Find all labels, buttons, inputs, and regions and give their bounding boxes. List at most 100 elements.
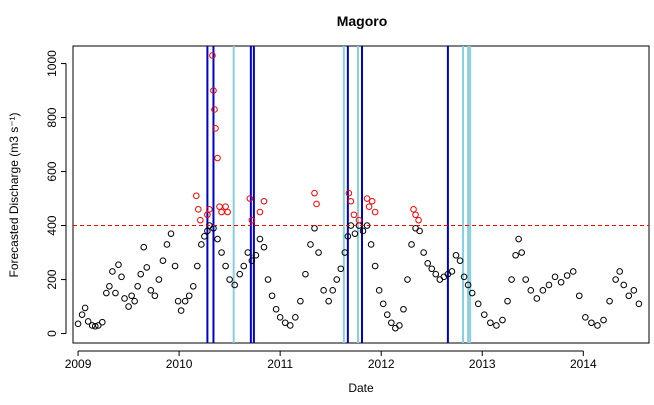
discharge-point: [388, 319, 395, 327]
discharge-point: [106, 283, 113, 290]
discharge-point: [474, 300, 482, 308]
discharge-point: [512, 251, 519, 259]
discharge-point: [575, 292, 583, 300]
discharge-point: [315, 249, 322, 256]
exceedance-point: [246, 195, 254, 202]
discharge-point: [448, 268, 456, 275]
discharge-point: [201, 233, 208, 240]
exceedance-point: [371, 208, 379, 216]
discharge-point: [103, 289, 110, 297]
y-axis-tick-label: 1000: [45, 50, 59, 77]
discharge-point: [582, 314, 589, 321]
discharge-point: [379, 300, 387, 308]
exceedance-point: [212, 125, 219, 132]
discharge-point: [396, 322, 403, 329]
discharge-point: [493, 322, 500, 329]
discharge-point: [620, 281, 628, 289]
discharge-point: [121, 295, 128, 302]
discharge-point: [74, 320, 82, 328]
discharge-point: [416, 227, 423, 235]
discharge-point: [600, 316, 607, 324]
discharge-point: [264, 276, 272, 283]
discharge-point: [504, 297, 511, 305]
exceedance-point: [350, 211, 358, 219]
data-points: [74, 52, 643, 332]
exceedance-point: [415, 216, 422, 224]
discharge-point: [515, 235, 522, 243]
discharge-point: [606, 297, 613, 305]
discharge-point: [151, 292, 159, 300]
discharge-point: [440, 273, 448, 281]
discharge-point: [260, 243, 268, 251]
discharge-point: [337, 265, 345, 273]
discharge-point: [297, 297, 304, 305]
discharge-point: [91, 322, 99, 330]
exceedance-point: [216, 203, 223, 210]
discharge-point: [214, 235, 221, 243]
discharge-point: [533, 295, 541, 302]
discharge-point: [286, 322, 294, 329]
plot-frame: [72, 45, 650, 344]
discharge-point: [320, 287, 327, 294]
exceedance-point: [313, 200, 320, 208]
x-axis-label: Date: [348, 381, 374, 395]
discharge-point: [248, 257, 256, 264]
discharge-point: [412, 224, 419, 232]
discharge-point: [383, 311, 391, 318]
discharge-point: [428, 265, 436, 273]
exceedance-point: [410, 206, 417, 213]
discharge-point: [436, 276, 444, 283]
discharge-point: [594, 322, 601, 329]
discharge-point: [625, 292, 633, 300]
discharge-point: [81, 304, 89, 312]
discharge-point: [78, 311, 86, 318]
discharge-point: [125, 303, 132, 310]
exceedance-point: [197, 216, 204, 224]
discharge-point: [311, 224, 318, 232]
x-axis-tick-label: 2009: [65, 357, 92, 371]
discharge-point: [193, 262, 201, 270]
x-axis-tick-label: 2012: [368, 357, 395, 371]
discharge-point: [400, 305, 407, 313]
discharge-point: [174, 297, 182, 305]
discharge-point: [333, 276, 341, 283]
discharge-point: [367, 241, 375, 248]
discharge-point: [408, 241, 415, 248]
discharge-point: [226, 276, 233, 283]
discharge-point: [256, 235, 264, 243]
discharge-point: [420, 249, 427, 256]
exceedance-point: [224, 208, 231, 216]
y-axis-label: Forecasted Discharge (m3 s⁻¹): [7, 112, 21, 277]
discharge-point: [375, 287, 383, 294]
discharge-point: [181, 297, 189, 305]
exceedance-point: [210, 87, 217, 94]
discharge-point: [371, 262, 379, 270]
discharge-point: [307, 241, 314, 248]
discharge-point: [351, 230, 359, 237]
y-axis-tick-label: 400: [45, 215, 59, 235]
discharge-point: [522, 276, 530, 283]
discharge-point: [392, 324, 399, 332]
discharge-point: [452, 251, 460, 259]
discharge-point: [167, 230, 175, 237]
y-axis-tick-label: 800: [45, 107, 59, 127]
exceedance-point: [412, 211, 419, 219]
discharge-point: [612, 276, 619, 283]
discharge-point: [84, 318, 92, 325]
discharge-point: [468, 289, 476, 297]
x-axis-tick-label: 2011: [267, 357, 293, 371]
discharge-point: [143, 264, 151, 271]
exceedance-point: [347, 197, 355, 205]
discharge-point: [281, 319, 289, 327]
discharge-point: [518, 249, 525, 256]
discharge-point: [99, 318, 106, 326]
x-axis-tick-label: 2010: [166, 357, 193, 371]
discharge-point: [325, 297, 332, 305]
exceedance-point: [365, 203, 373, 210]
exceedance-point: [222, 203, 229, 210]
discharge-point: [635, 300, 643, 308]
discharge-point: [171, 262, 179, 270]
discharge-point: [231, 281, 238, 289]
y-axis-tick-label: 200: [45, 269, 59, 289]
